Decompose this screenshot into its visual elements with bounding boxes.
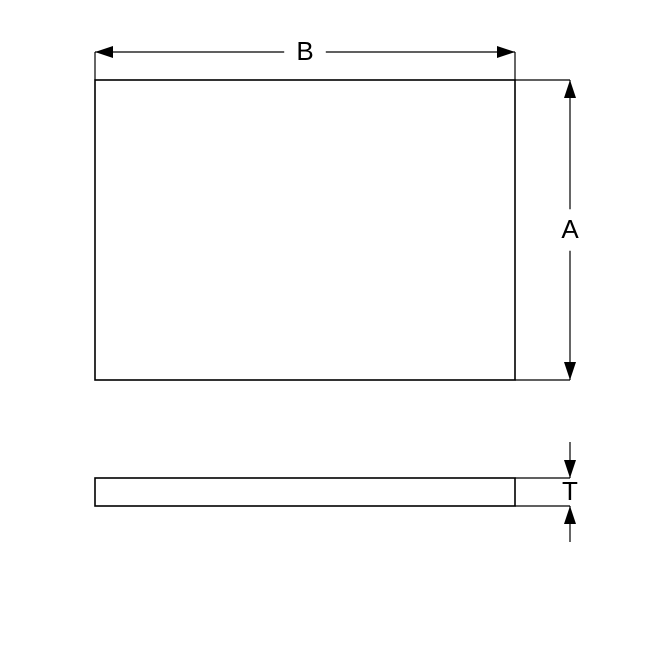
plan-rectangle (95, 80, 515, 380)
dimension-diagram: B A T (0, 0, 670, 670)
side-rectangle (95, 478, 515, 506)
dimension-a-label: A (561, 214, 579, 244)
dimension-b-label: B (296, 36, 313, 66)
dimension-t-label: T (562, 476, 578, 506)
